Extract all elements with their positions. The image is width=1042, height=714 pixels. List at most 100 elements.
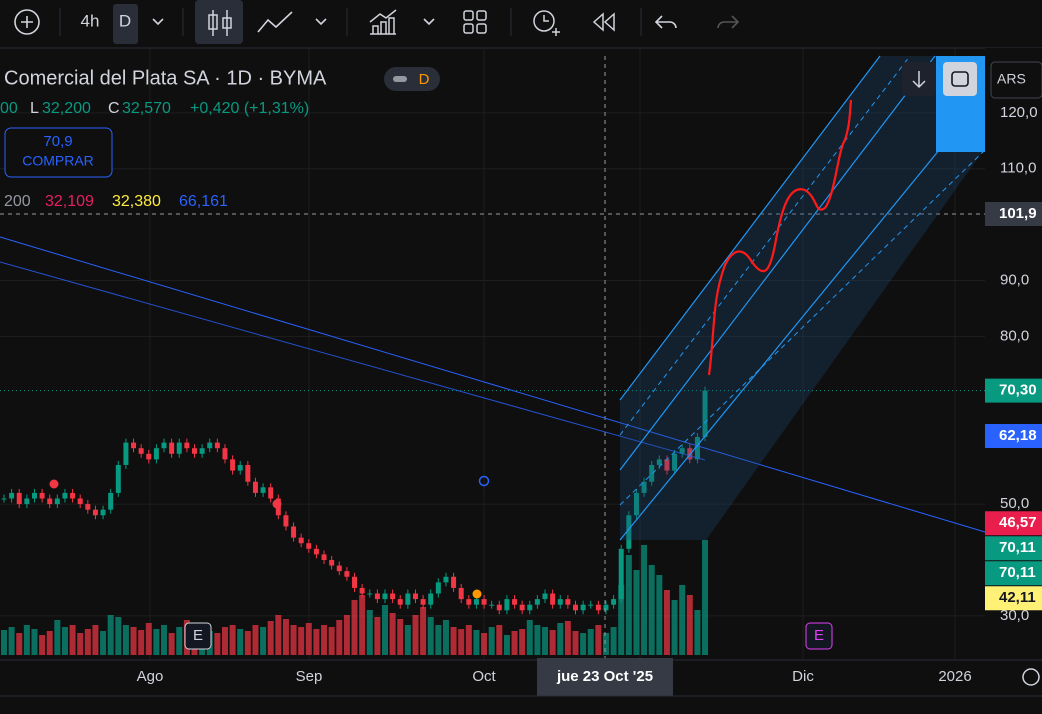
- plot: [0, 48, 985, 660]
- candle-body: [9, 492, 15, 499]
- indicators-icon[interactable]: [369, 9, 397, 35]
- volume-bar: [557, 623, 564, 655]
- candle-body: [1, 498, 7, 500]
- interval[interactable]: 4h: [81, 11, 100, 30]
- indicator-value: 32,109: [45, 193, 94, 210]
- candle-body: [207, 442, 213, 449]
- volume-bar: [313, 629, 320, 655]
- buy-button[interactable]: [4, 127, 113, 178]
- dropdown[interactable]: [315, 18, 327, 26]
- candle-body: [397, 599, 403, 605]
- volume-bar: [382, 605, 388, 655]
- candle-body: [192, 448, 197, 454]
- undo[interactable]: [654, 15, 677, 29]
- ohlc-value: 32,570: [122, 100, 171, 117]
- volume-bar: [252, 625, 259, 655]
- candle-body: [550, 593, 556, 605]
- candle-body: [565, 599, 571, 605]
- marker: [49, 479, 59, 489]
- candle-body: [542, 593, 548, 600]
- candle-body: [412, 593, 418, 600]
- volume-bar: [237, 629, 244, 655]
- candle-body: [451, 576, 457, 588]
- ohlc-label: L: [30, 100, 39, 117]
- candle-body: [85, 504, 91, 510]
- layout-icon[interactable]: [463, 10, 487, 34]
- candle-body: [405, 593, 411, 605]
- add-symbol[interactable]: [14, 9, 40, 35]
- candle-body: [153, 448, 159, 460]
- regression-channel: [620, 56, 985, 540]
- candle-body: [664, 459, 670, 471]
- event-label: E: [814, 627, 824, 644]
- volume-bar: [633, 570, 640, 655]
- volume-bar: [229, 625, 236, 655]
- currency-button[interactable]: [990, 61, 1042, 99]
- redo[interactable]: [717, 15, 740, 29]
- event-badge[interactable]: [805, 622, 833, 650]
- time-label: Sep: [296, 668, 323, 685]
- dropdown[interactable]: [423, 18, 435, 26]
- candle-body: [512, 599, 518, 605]
- candle-icon: [208, 14, 218, 30]
- volume-bar: [580, 633, 587, 655]
- candle-body: [603, 604, 609, 611]
- candle-body: [283, 515, 289, 527]
- volume-bar: [100, 631, 107, 655]
- volume-bar: [161, 625, 168, 655]
- candle-body: [374, 593, 380, 600]
- trend-line: [0, 261, 706, 461]
- chart-type[interactable]: D: [119, 11, 131, 30]
- volume-bar: [221, 627, 228, 655]
- crosshair-time: [537, 658, 673, 696]
- hand-drawing: [707, 99, 853, 376]
- camera-icon: [951, 71, 969, 87]
- candle-body: [481, 599, 487, 605]
- volume-bar: [519, 629, 526, 655]
- marker: [478, 475, 490, 487]
- buy-label: COMPRAR: [22, 153, 94, 169]
- screenshot-button[interactable]: [943, 62, 977, 96]
- candle-body: [573, 604, 578, 611]
- volume-bar: [77, 633, 84, 655]
- alert-icon[interactable]: [533, 10, 555, 32]
- price-tag: [985, 536, 1042, 561]
- volume-bar: [366, 610, 373, 655]
- candle-body: [527, 604, 533, 611]
- volume-bar: [267, 621, 274, 655]
- volume-bar: [359, 595, 366, 655]
- replay-icon[interactable]: [592, 12, 615, 32]
- event-badge[interactable]: [184, 622, 212, 650]
- price-tag-label: 42,11: [999, 589, 1036, 606]
- line-icon[interactable]: [257, 11, 293, 33]
- volume-bar: [542, 627, 549, 655]
- candle-body: [108, 492, 114, 510]
- volume-bar: [282, 619, 289, 655]
- candle-body: [70, 492, 76, 499]
- volume-bar: [153, 629, 160, 655]
- candle-body: [519, 604, 525, 611]
- candle-body: [313, 548, 319, 555]
- volume-bar: [84, 629, 91, 655]
- settings[interactable]: [1022, 668, 1040, 686]
- channel-dashed: [619, 55, 986, 506]
- candle-body: [595, 604, 601, 611]
- candle-body: [329, 559, 335, 566]
- candle-body: [489, 604, 495, 606]
- candles-button[interactable]: [195, 0, 243, 44]
- time-label: Oct: [472, 668, 496, 685]
- volume-bar: [321, 625, 328, 655]
- marker: [272, 499, 282, 509]
- interval-active[interactable]: [113, 4, 138, 44]
- dropdown[interactable]: [152, 18, 164, 26]
- y-tick-label: 50,0: [1000, 495, 1029, 512]
- volume-bar: [336, 620, 343, 655]
- volume-bar: [549, 630, 556, 655]
- event-label: E: [193, 627, 203, 644]
- volume-bar: [412, 615, 419, 655]
- volume-bar: [275, 615, 282, 655]
- currency: ARS: [997, 71, 1026, 87]
- ohlc-change: +0,420 (+1,31%): [190, 100, 309, 117]
- price-tag: [985, 561, 1042, 586]
- volume-bar: [39, 635, 46, 655]
